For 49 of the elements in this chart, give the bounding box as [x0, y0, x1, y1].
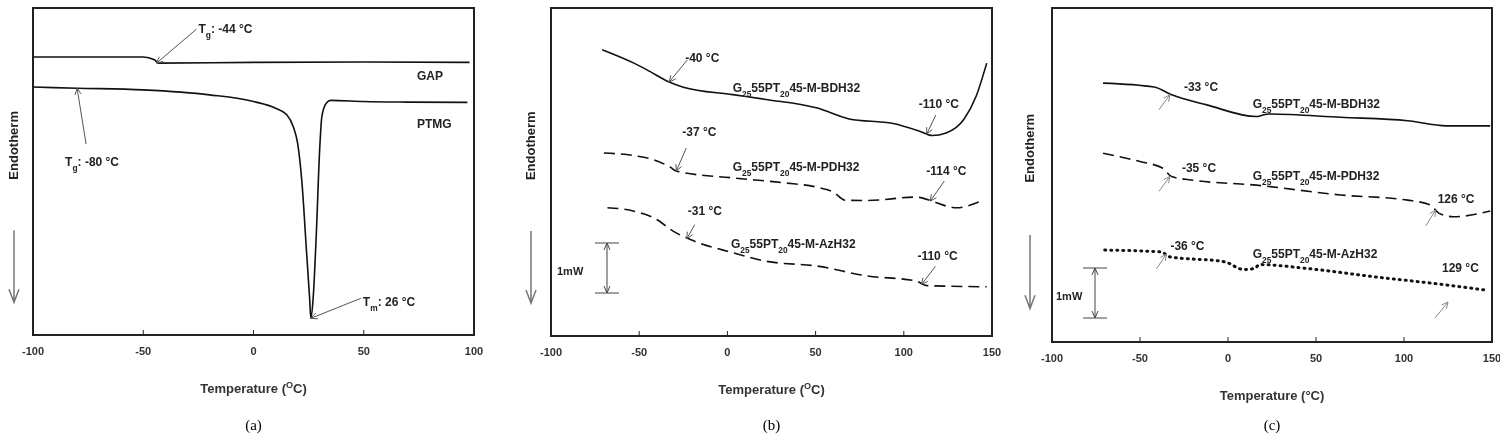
x-tick-label: -50	[135, 345, 152, 357]
x-tick-label: 100	[894, 346, 913, 358]
x-tick-label: 0	[250, 345, 257, 357]
x-tick-label: 100	[464, 345, 484, 357]
x-tick-label: -100	[21, 345, 45, 357]
x-axis-title: Temperature (°C)	[1219, 388, 1325, 403]
series-label: PTMG	[416, 117, 452, 132]
x-axis-title: Temperature ($^{O}$C)	[200, 380, 307, 396]
series-label: GAP	[416, 69, 443, 84]
x-axis-title: Temperature ($^{O}$C)	[718, 381, 825, 397]
series-label: G$_{25}$55PT$_{20}$45-M-AzH32	[1252, 246, 1378, 265]
series-label: G$_{25}$55PT$_{20}$45-M-BDH32	[1252, 96, 1381, 115]
series-label: G$_{25}$55PT$_{20}$45-M-AzH32	[730, 237, 856, 256]
x-tick-label: 50	[1309, 352, 1323, 364]
annotation: -31 °C	[687, 203, 723, 218]
annotation: T$_{g}$: -80 °C	[65, 155, 120, 174]
annotation: -114 °C	[926, 164, 967, 179]
x-tick-label: -50	[1132, 352, 1148, 364]
x-tick-label: -50	[631, 346, 648, 358]
text: (a)	[245, 417, 262, 434]
annotation: -36 °C	[1170, 238, 1205, 253]
x-tick-label: 150	[1482, 352, 1502, 364]
y-axis-title: Endotherm	[6, 111, 21, 180]
text: (b)	[762, 417, 781, 434]
x-tick-label: 50	[357, 345, 370, 357]
series-label: G$_{25}$55PT$_{20}$45-M-PDH32	[732, 159, 860, 178]
text: (c)	[1263, 417, 1281, 434]
annotation: -33 °C	[1183, 79, 1219, 94]
y-axis-title: Endotherm	[1022, 113, 1037, 183]
x-tick-label: 0	[724, 346, 731, 358]
annotation: -110 °C	[918, 97, 960, 112]
annotation: T$_{m}$: 26 °C	[362, 295, 416, 314]
annotation: -110 °C	[917, 249, 958, 264]
x-tick-label: 50	[809, 346, 822, 358]
annotation: -35 °C	[1181, 161, 1217, 176]
x-tick-label: -100	[539, 346, 563, 358]
x-tick-label: 150	[982, 346, 1002, 358]
annotation: 1mW	[1056, 290, 1083, 302]
annotation: -37 °C	[682, 125, 717, 140]
x-tick-label: 0	[1224, 352, 1232, 364]
series-label: G$_{25}$55PT$_{20}$45-M-PDH32	[1252, 168, 1380, 187]
annotation: T$_{g}$: -44 °C	[198, 22, 253, 41]
annotation: -40 °C	[685, 51, 720, 66]
annotation: 126 °C	[1437, 191, 1475, 206]
annotation: 1mW	[557, 265, 584, 277]
x-tick-label: -100	[1040, 352, 1064, 364]
x-tick-label: 100	[1394, 352, 1414, 364]
annotation: 129 °C	[1442, 261, 1480, 275]
y-axis-title: Endotherm	[523, 111, 538, 181]
